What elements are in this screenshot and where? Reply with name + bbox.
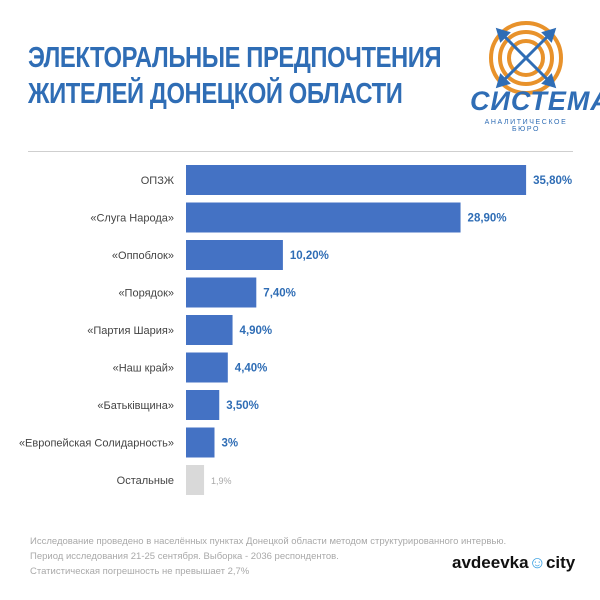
title-line-1: ЭЛЕКТОРАЛЬНЫЕ ПРЕДПОЧТЕНИЯ (28, 42, 442, 74)
bar (186, 427, 215, 458)
bar-chart: ОПЗЖ 35,80% «Слуга Народа» 28,90% «Оппоблок»… (19, 165, 572, 495)
category-label: «Партия Шария» (87, 325, 174, 337)
value-label: 3,50% (226, 400, 259, 412)
footer-notes: Исследование проведено в населённых пунк… (30, 534, 506, 579)
bar (186, 165, 527, 195)
category-label: Остальные (117, 475, 174, 487)
bar (186, 352, 228, 383)
category-label: «Слуга Народа» (90, 213, 174, 225)
footer-line-2: Период исследования 21-25 сентября. Выбо… (30, 551, 339, 562)
brand-mark-icon: ☺ (528, 553, 546, 572)
value-label: 4,40% (235, 363, 268, 375)
value-label: 1,9% (211, 476, 232, 486)
category-label: «Наш край» (113, 363, 174, 375)
title-divider (28, 151, 573, 152)
logo-subtitle: АНАЛИТИЧЕСКОЕ БЮРО (484, 119, 568, 133)
category-label: «Батьківщина» (97, 400, 174, 412)
category-label: «Порядок» (118, 288, 174, 300)
brand-text-1: avdeevka (452, 553, 529, 572)
category-label: «Европейская Солидарность» (19, 438, 174, 450)
bar (186, 465, 205, 495)
bar (186, 315, 233, 345)
logo-name: СИСТЕМА (470, 86, 600, 116)
page-title: ЭЛЕКТОРАЛЬНЫЕ ПРЕДПОЧТЕНИЯ ЖИТЕЛЕЙ ДОНЕЦ… (28, 40, 442, 112)
bar (186, 202, 461, 233)
value-label: 10,20% (290, 250, 329, 262)
category-label: «Оппоблок» (112, 250, 174, 262)
footer-line-1: Исследование проведено в населённых пунк… (30, 536, 507, 547)
value-label: 35,80% (533, 175, 572, 187)
bar (186, 390, 220, 420)
value-label: 4,90% (240, 325, 273, 337)
sistema-logo-icon (489, 21, 563, 95)
title-line-2: ЖИТЕЛЕЙ ДОНЕЦКОЙ ОБЛАСТИ (28, 78, 403, 110)
value-label: 7,40% (263, 288, 296, 300)
brand-watermark: avdeevka☺city (452, 553, 575, 573)
value-label: 3% (222, 438, 239, 450)
brand-text-2: city (545, 553, 576, 572)
bar (186, 277, 257, 308)
footer-line-3: Статистическая погрешность не превышает … (30, 566, 250, 577)
bar (186, 240, 283, 270)
category-label: ОПЗЖ (141, 175, 174, 187)
value-label: 28,90% (468, 213, 507, 225)
